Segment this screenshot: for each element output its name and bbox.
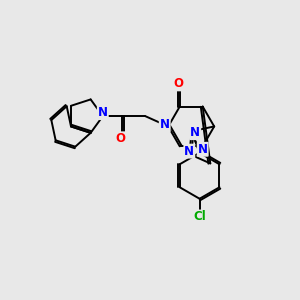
Text: O: O xyxy=(173,77,183,90)
Text: N: N xyxy=(160,118,170,131)
Text: N: N xyxy=(198,143,208,156)
Text: Cl: Cl xyxy=(193,211,206,224)
Text: N: N xyxy=(98,106,108,119)
Text: N: N xyxy=(190,126,200,139)
Text: O: O xyxy=(116,132,126,145)
Text: N: N xyxy=(184,145,194,158)
